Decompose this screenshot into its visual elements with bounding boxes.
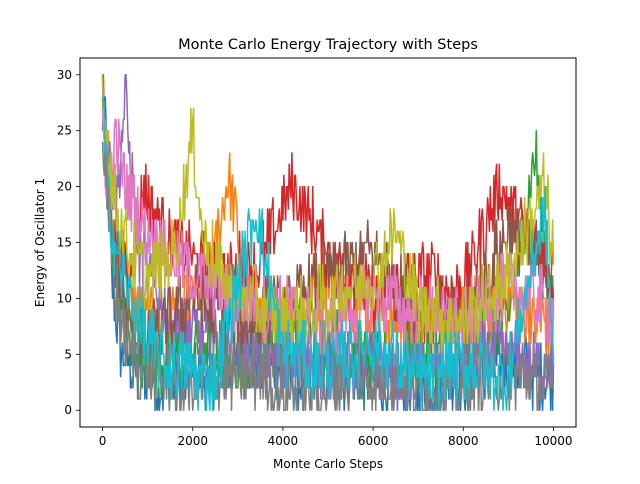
x-tick-label: 6000 xyxy=(358,434,389,448)
ticks: 0 2000 4000 6000 8000 10000 0 5 10 15 20 25 30 xyxy=(57,68,573,448)
y-tick-label: 5 xyxy=(64,347,72,361)
y-tick-label: 10 xyxy=(57,291,72,305)
x-tick-label: 8000 xyxy=(448,434,479,448)
x-axis-label: Monte Carlo Steps xyxy=(273,457,383,471)
x-tick-label: 2000 xyxy=(177,434,208,448)
series-line-10 xyxy=(102,96,555,411)
chart-title: Monte Carlo Energy Trajectory with Steps xyxy=(178,37,478,53)
x-tick-label: 10000 xyxy=(534,434,572,448)
series-line-9 xyxy=(101,74,555,356)
x-tick-label: 0 xyxy=(99,434,107,448)
y-axis-label: Energy of Oscillator 1 xyxy=(33,178,47,307)
y-tick-label: 25 xyxy=(57,124,72,138)
x-tick-label: 4000 xyxy=(268,434,299,448)
y-tick-label: 30 xyxy=(57,68,72,82)
y-tick-label: 20 xyxy=(57,180,72,194)
y-tick-label: 15 xyxy=(57,236,72,250)
y-tick-label: 0 xyxy=(64,403,72,417)
series-line-4 xyxy=(101,74,555,333)
series-line-7 xyxy=(101,108,555,356)
